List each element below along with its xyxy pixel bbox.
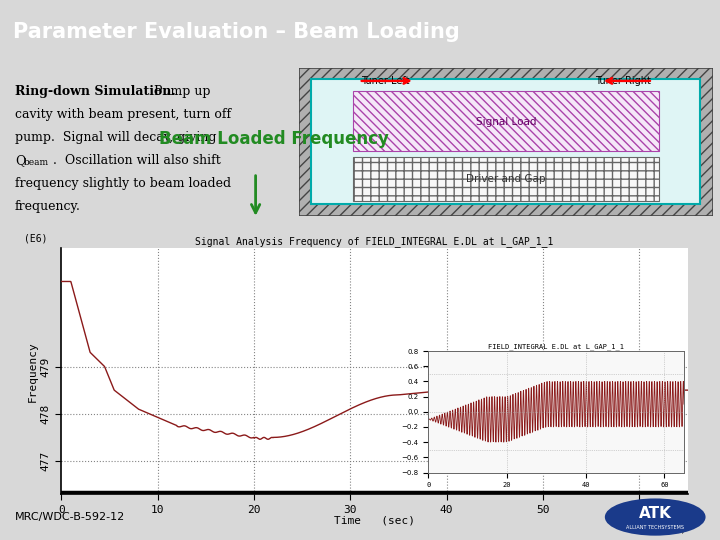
Bar (311, 79, 701, 204)
Text: Tuner Left: Tuner Left (361, 76, 410, 86)
Text: MRC/WDC-B-592-12: MRC/WDC-B-592-12 (15, 512, 125, 522)
Text: frequency slightly to beam loaded: frequency slightly to beam loaded (15, 177, 231, 190)
Text: ALLIANT TECHSYSTEMS: ALLIANT TECHSYSTEMS (626, 525, 684, 530)
Text: Tuner Right: Tuner Right (595, 76, 651, 86)
Text: pump.  Signal will decay, giving: pump. Signal will decay, giving (15, 131, 217, 144)
Text: frequency.: frequency. (15, 200, 81, 213)
Text: Pump up: Pump up (146, 85, 210, 98)
Ellipse shape (606, 500, 704, 534)
Text: Ring-down Simulation.: Ring-down Simulation. (15, 85, 176, 98)
Text: Driver and Gap: Driver and Gap (466, 174, 546, 184)
Text: .  Oscillation will also shift: . Oscillation will also shift (53, 154, 221, 167)
Text: Q: Q (15, 154, 25, 167)
Title: Signal Analysis Frequency of FIELD_INTEGRAL E.DL at L_GAP_1_1: Signal Analysis Frequency of FIELD_INTEG… (195, 236, 554, 247)
Text: Beam Loaded Frequency: Beam Loaded Frequency (158, 131, 389, 149)
Bar (353, 91, 659, 151)
Text: (E-9): (E-9) (654, 524, 688, 534)
Text: (E6): (E6) (24, 233, 47, 244)
X-axis label: Time   (sec): Time (sec) (334, 516, 415, 526)
Text: Signal Load: Signal Load (475, 117, 536, 127)
Text: Parameter Evaluation – Beam Loading: Parameter Evaluation – Beam Loading (13, 22, 459, 42)
Title: FIELD_INTEGRAL E.DL at L_GAP_1_1: FIELD_INTEGRAL E.DL at L_GAP_1_1 (488, 343, 624, 350)
Bar (353, 157, 659, 201)
Text: cavity with beam present, turn off: cavity with beam present, turn off (15, 108, 231, 121)
Text: beam: beam (24, 158, 49, 167)
Y-axis label: Frequency: Frequency (28, 341, 38, 402)
Text: ATK: ATK (639, 507, 672, 521)
